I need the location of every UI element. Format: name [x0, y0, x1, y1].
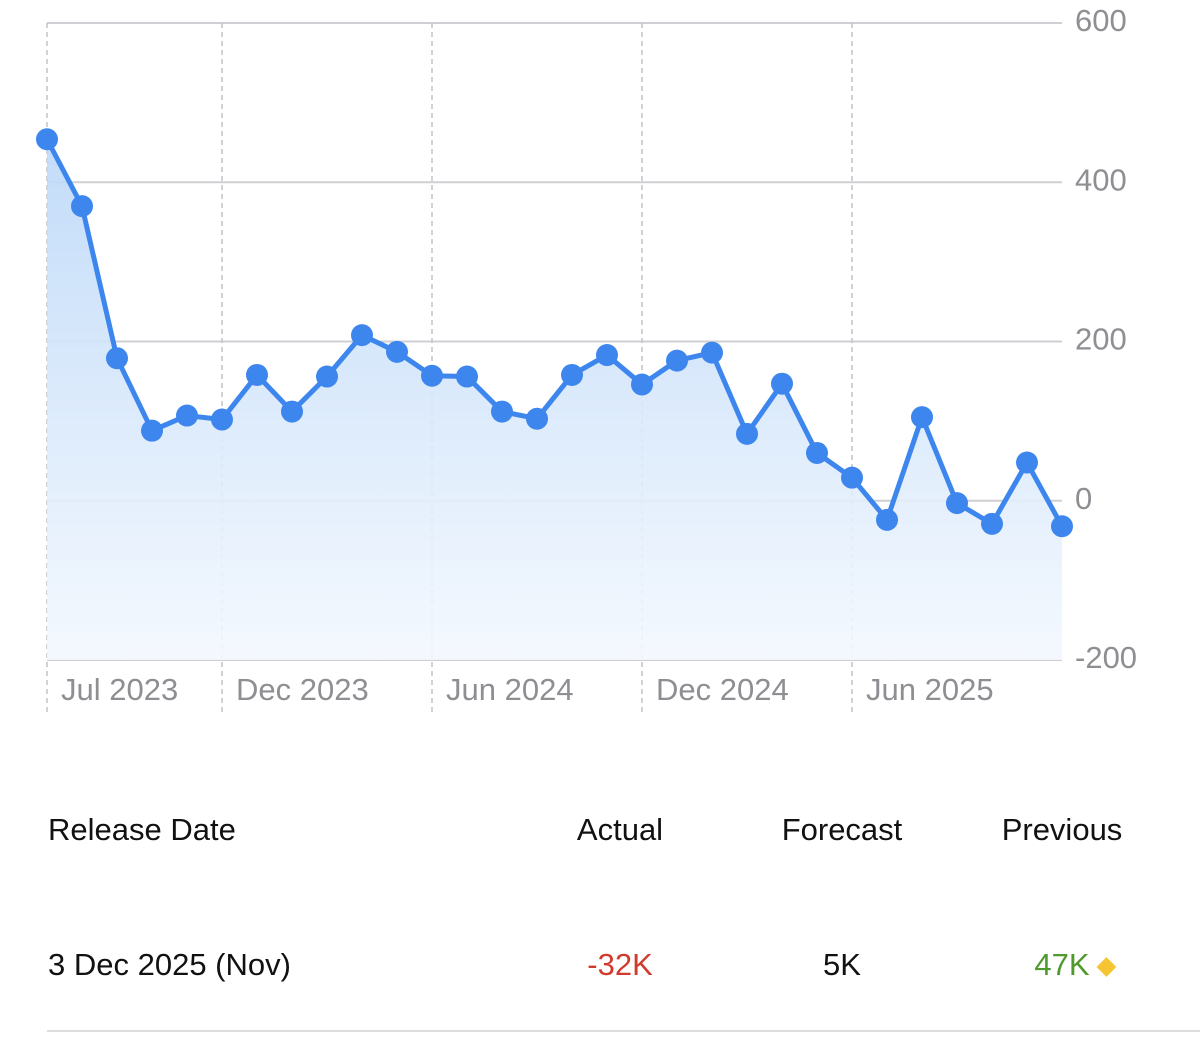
point — [351, 324, 373, 347]
point — [561, 363, 583, 386]
column-header: Previous — [1001, 812, 1123, 847]
x-tick-label: Jul 2023 — [61, 672, 178, 707]
y-tick-label: -200 — [1075, 640, 1137, 675]
x-tick-label: Jun 2024 — [446, 672, 574, 707]
point — [631, 373, 653, 396]
point — [106, 347, 128, 370]
point — [946, 492, 968, 515]
y-tick-label: 600 — [1075, 3, 1127, 38]
x-tick-label: Dec 2024 — [656, 672, 789, 707]
point — [246, 363, 268, 386]
point — [71, 195, 93, 218]
column-header: Actual — [576, 812, 664, 847]
cell: 5K — [823, 947, 861, 982]
point — [876, 508, 898, 531]
point — [491, 400, 513, 423]
point — [841, 466, 863, 489]
y-tick-label: 0 — [1075, 481, 1092, 516]
cell: -32K — [587, 947, 653, 982]
point — [211, 408, 233, 431]
point — [596, 344, 618, 367]
point — [666, 349, 688, 372]
point — [736, 422, 758, 445]
y-tick-label: 200 — [1075, 322, 1127, 357]
point — [456, 365, 478, 388]
point — [1051, 515, 1073, 538]
chart: -200 0 200 400 600 Jul 2023 Dec 2023 Jun 2024 De… — [36, 3, 1137, 712]
point — [36, 128, 58, 151]
revision-icon — [1096, 957, 1117, 977]
x-tick-label: Dec 2023 — [236, 672, 369, 707]
divider — [47, 1030, 1200, 1032]
cell: 47K — [1034, 947, 1117, 983]
point — [526, 407, 548, 430]
point — [386, 340, 408, 363]
column-header: Forecast — [781, 812, 903, 847]
y-tick-label: 400 — [1075, 162, 1127, 197]
point — [701, 341, 723, 364]
point — [421, 364, 443, 387]
point — [281, 400, 303, 423]
point — [771, 372, 793, 395]
column-header: Release Date — [48, 812, 236, 847]
point — [981, 512, 1003, 535]
point — [316, 365, 338, 388]
cell: 3 Dec 2025 (Nov) — [48, 947, 291, 982]
point — [806, 441, 828, 464]
point — [176, 404, 198, 427]
x-tick-label: Jun 2025 — [866, 672, 994, 707]
point — [911, 406, 933, 429]
point — [1016, 451, 1038, 474]
point — [141, 419, 163, 442]
